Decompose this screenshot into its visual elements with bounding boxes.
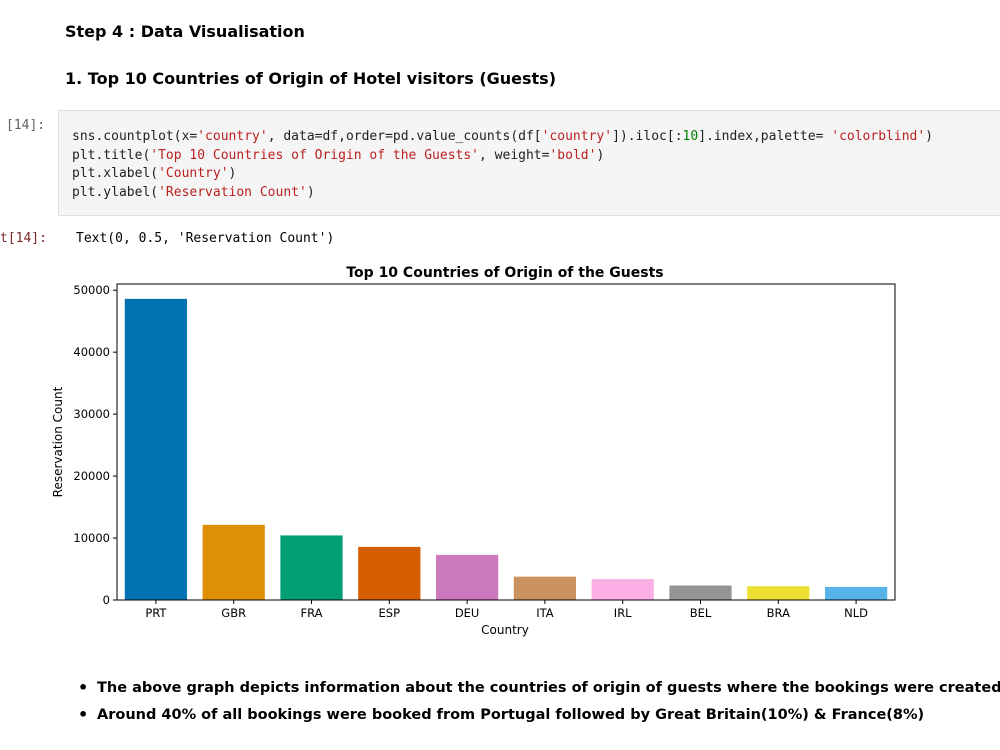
y-tick-label: 20000 — [73, 469, 110, 483]
chart-title: Top 10 Countries of Origin of the Guests — [346, 265, 663, 281]
bullet-list: The above graph depicts information abou… — [78, 678, 1000, 732]
plot-frame — [116, 283, 896, 601]
x-tick-label: IRL — [614, 606, 632, 620]
y-tick-label: 40000 — [73, 345, 110, 359]
bar-fra — [280, 535, 343, 600]
x-tick-label: BEL — [690, 606, 712, 620]
bar-nld — [824, 586, 888, 600]
bar-chart: Top 10 Countries of Origin of the Guests… — [51, 265, 896, 637]
x-tick-label: FRA — [300, 606, 322, 620]
bar-prt — [124, 298, 188, 600]
bar-ita — [513, 576, 577, 600]
code-cell[interactable]: sns.countplot(x='country', data=df,order… — [58, 110, 1000, 216]
bar-bel — [669, 585, 732, 600]
x-tick-label: ESP — [379, 606, 401, 620]
x-axis-label: Country — [481, 623, 529, 637]
bar-gbr — [202, 524, 265, 600]
bullet-item: Around 40% of all bookings were booked f… — [78, 705, 1000, 732]
y-tick-label: 50000 — [73, 283, 110, 297]
x-tick-label: GBR — [221, 606, 246, 620]
step-heading: Step 4 : Data Visualisation — [65, 22, 305, 41]
bar-esp — [358, 546, 421, 600]
x-tick-label: DEU — [455, 606, 480, 620]
code-line-1: sns.countplot(x='country', data=df,order… — [72, 129, 933, 144]
output-text: Text(0, 0.5, 'Reservation Count') — [76, 231, 335, 246]
section-heading: 1. Top 10 Countries of Origin of Hotel v… — [65, 69, 557, 88]
code-line-3: plt.xlabel('Country') — [72, 166, 237, 182]
code-editor[interactable]: sns.countplot(x='country', data=df,order… — [72, 128, 933, 203]
x-tick-label: NLD — [844, 606, 868, 620]
y-axis-label: Reservation Count — [51, 386, 65, 497]
x-tick-label: ITA — [536, 606, 554, 620]
y-tick-label: 30000 — [73, 407, 110, 421]
bullet-item: The above graph depicts information abou… — [78, 678, 1000, 705]
x-tick-label: PRT — [145, 606, 167, 620]
y-tick-label: 0 — [103, 593, 110, 607]
y-tick-label: 10000 — [73, 531, 110, 545]
bar-deu — [435, 554, 499, 600]
bar-irl — [591, 579, 654, 600]
input-prompt: [14]: — [6, 118, 46, 133]
bar-bra — [747, 586, 810, 600]
output-prompt: t[14]: — [0, 231, 47, 246]
x-tick-label: BRA — [767, 606, 790, 620]
code-line-2: plt.title('Top 10 Countries of Origin of… — [72, 147, 605, 163]
code-line-4: plt.ylabel('Reservation Count') — [72, 185, 315, 201]
